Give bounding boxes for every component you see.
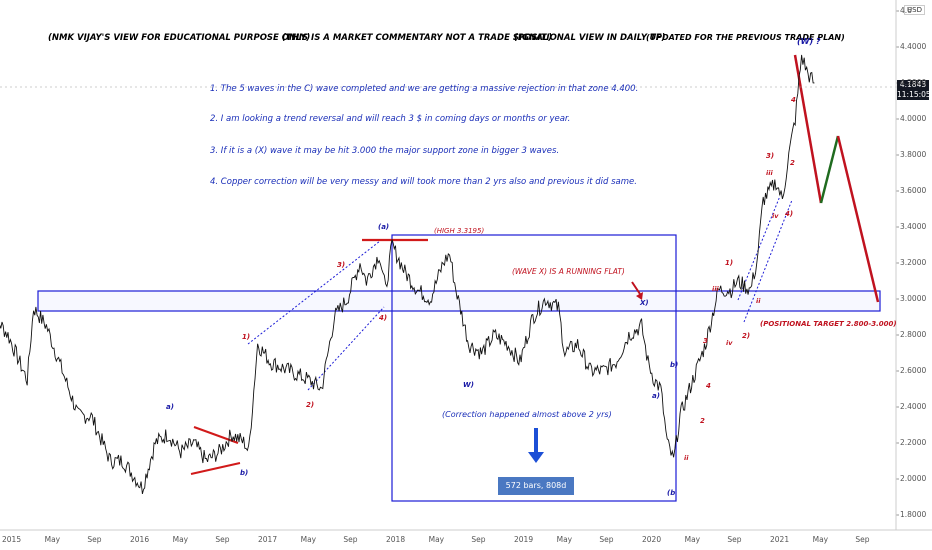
y-tick-label: 4.6 (900, 6, 912, 15)
x-tick-label: 2015 (2, 535, 22, 544)
wave-label-iii-2020: iii (712, 285, 719, 293)
x-tick-label: Sep (727, 535, 742, 544)
currency-label: USD (904, 5, 925, 15)
x-tick-label: May (812, 535, 829, 544)
triangle-bottom-line (190, 462, 241, 475)
header-commentary: (THIS IS A MARKET COMMENTARY NOT A TRADE… (282, 33, 553, 43)
wave-label-ii-2: ii (756, 297, 761, 305)
wave-label-4-paren: 4) (785, 210, 794, 218)
wave-label-x: X) (640, 299, 649, 307)
x-tick-label: 2020 (642, 535, 662, 544)
annotation-high: (HIGH 3.3195) (434, 227, 485, 235)
wave-label-4-2020: 4 (706, 382, 711, 390)
x-tick-label: Sep (87, 535, 102, 544)
last-price-time: 11:15:05 (897, 90, 931, 99)
wave-label-3-2017: 3) (337, 261, 346, 269)
annotation-running-flat: (WAVE X) IS A RUNNING FLAT) (512, 267, 625, 276)
x-tick-label: Sep (343, 535, 358, 544)
y-tick-label: 4.2000 (900, 78, 927, 87)
wave-label-2-2021: 2 (790, 159, 795, 167)
wave-label-ii: ii (684, 454, 689, 462)
note-2: 2. I am looking a trend reversal and wil… (210, 114, 571, 124)
arrow-down-head (528, 452, 544, 463)
wave-label-4-2021: 4 (791, 96, 796, 104)
y-tick-label: 2.4000 (900, 402, 927, 411)
x-tick-label: Sep (215, 535, 230, 544)
wave-label-w: W) (463, 381, 474, 389)
channel-line-3 (737, 195, 781, 301)
projection-red-2 (836, 135, 880, 303)
wave-label-a-2020: a) (652, 392, 660, 400)
x-tick-label: 2019 (514, 535, 534, 544)
wave-label-1-2020: 1) (725, 259, 734, 267)
x-tick-label: Sep (599, 535, 614, 544)
y-tick-label: 3.0000 (900, 294, 927, 303)
y-tick-label: 3.6000 (900, 186, 927, 195)
triangle-top-line (193, 426, 239, 444)
wave-label-iv-2020: iv (726, 339, 733, 347)
x-tick-label: Sep (471, 535, 486, 544)
wave-label-b-2016: b) (240, 469, 249, 477)
y-tick-label: 3.8000 (900, 150, 927, 159)
wave-label-2-2020: 2 (700, 417, 705, 425)
note-3: 3. If it is a (X) wave it may be hit 3.0… (210, 146, 560, 156)
y-tick-label: 3.4000 (900, 222, 927, 231)
x-tick-label: 2018 (386, 535, 406, 544)
wave-label-iii: iii (766, 169, 773, 177)
small-red-arrow (631, 281, 641, 295)
x-tick-label: May (684, 535, 701, 544)
header-educational: (NMK VIJAY'S VIEW FOR EDUCATIONAL PURPOS… (48, 33, 311, 43)
price-line (0, 54, 815, 495)
correction-box (391, 234, 677, 502)
wave-label-3-paren: 3) (766, 152, 775, 160)
x-tick-label: May (300, 535, 317, 544)
annotation-correction: (Correction happened almost above 2 yrs) (442, 410, 612, 419)
wave-label-2-paren: 2) (742, 332, 751, 340)
annotation-target: (POSITIONAL TARGET 2.800-3.000) (760, 320, 897, 328)
x-tick-label: May (44, 535, 61, 544)
wave-label-b-low: (b (667, 489, 676, 497)
projection-red-1 (793, 54, 823, 204)
x-tick-label: May (428, 535, 445, 544)
wave-label-a-2016: a) (166, 403, 174, 411)
x-tick-label: 2017 (258, 535, 278, 544)
y-tick-label: 4.0000 (900, 114, 927, 123)
wave-label-2-2017: 2) (306, 401, 315, 409)
bars-range-label: 572 bars, 808d (498, 477, 574, 495)
x-tick-label: May (172, 535, 189, 544)
x-tick-label: May (556, 535, 573, 544)
y-tick-label: 2.2000 (900, 438, 927, 447)
last-price-tag: 4.1843 11:15:05 (897, 80, 931, 100)
header-updated: (UPDATED FOR THE PREVIOUS TRADE PLAN) (646, 33, 845, 42)
small-red-arrow-head (636, 292, 643, 300)
note-4: 4. Copper correction will be very messy … (210, 177, 637, 187)
wave-label-1-2016: 1) (242, 333, 251, 341)
wave-label-w-top: (W) ? (797, 37, 821, 46)
price-series (0, 54, 815, 495)
wave-label-4-2017: 4) (379, 314, 388, 322)
channel-line-2 (307, 306, 385, 391)
wave-label-3-2020: 3 (703, 337, 708, 345)
y-tick-label: 1.8000 (900, 510, 927, 519)
wave-label-b-2020: b) (670, 361, 679, 369)
wave-label-a-2018: (a) (378, 223, 390, 231)
y-tick-label: 3.2000 (900, 258, 927, 267)
channel-line-4 (743, 199, 793, 323)
x-tick-label: 2021 (770, 535, 790, 544)
y-tick-label: 4.4000 (900, 42, 927, 51)
x-tick-label: 2016 (130, 535, 150, 544)
header-positional: (POSITIONAL VIEW IN DAILY TF) (514, 33, 666, 43)
y-tick-label: 2.0000 (900, 474, 927, 483)
projection-green (819, 135, 840, 204)
wave-label-iv: iv (772, 212, 779, 220)
y-tick-label: 2.8000 (900, 330, 927, 339)
last-price-value: 4.1843 (899, 80, 927, 89)
axes (0, 0, 932, 531)
y-tick-label: 2.6000 (900, 366, 927, 375)
x-tick-label: Sep (855, 535, 870, 544)
note-1: 1. The 5 waves in the C) wave completed … (210, 84, 639, 94)
